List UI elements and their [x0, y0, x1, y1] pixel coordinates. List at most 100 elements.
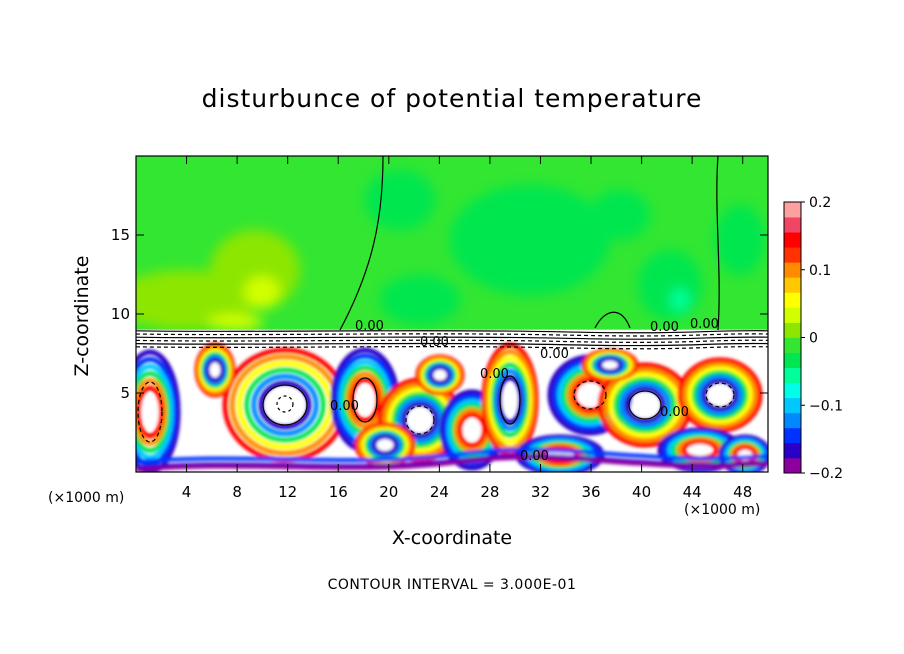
eddy-band — [682, 361, 758, 429]
upper-anomaly — [638, 250, 702, 320]
x-tick-label: 8 — [232, 483, 242, 501]
colorbar-segment — [784, 457, 801, 474]
eddy-band — [205, 357, 225, 383]
contour-label: 0.00 — [420, 335, 449, 350]
eddy-core — [376, 439, 394, 451]
inversion-contour — [136, 333, 768, 337]
boundary-layer-eddies — [136, 342, 768, 472]
eddy-band — [619, 381, 671, 429]
colorbar-segment — [784, 217, 801, 233]
chart-title: disturbunce of potential temperature — [201, 84, 703, 113]
eddy-band — [136, 378, 168, 446]
x-tick-label: 40 — [632, 483, 651, 501]
colorbar: −0.2 −0.1 0 0.1 0.2 — [783, 195, 843, 482]
x-tick-label: 28 — [480, 483, 499, 501]
eddy-band — [677, 357, 763, 433]
colorbar-tick-label: −0.2 — [809, 466, 843, 482]
y-axis-label: Z-coordinate — [71, 255, 93, 377]
colorbar-segment — [784, 427, 801, 444]
colorbar-segment — [784, 262, 801, 278]
colorbar-tick-label: −0.1 — [809, 398, 843, 414]
x-tick-label: 4 — [182, 483, 192, 501]
contour-label: 0.00 — [480, 367, 509, 382]
eddy-band — [597, 356, 623, 374]
contour-label: 0.00 — [660, 405, 689, 420]
x-tick-label: 24 — [430, 483, 449, 501]
eddy-band — [687, 365, 753, 425]
eddy-contour — [262, 384, 308, 426]
colorbar-tick-label: 0 — [809, 331, 818, 347]
eddy-core — [578, 383, 602, 407]
x-axis-label-text: X-coordinate — [391, 527, 513, 549]
eddy-band — [136, 363, 174, 461]
contour-label: 0.00 — [540, 347, 569, 362]
eddy-core — [408, 408, 432, 432]
upper-anomaly — [670, 288, 690, 312]
eddy-band — [613, 376, 677, 434]
eddy-band — [371, 434, 399, 456]
upper-anomaly — [715, 205, 765, 275]
eddy-band — [349, 377, 381, 423]
x-tick-label: 16 — [329, 483, 348, 501]
colorbar-tick-label: 0.2 — [809, 195, 831, 211]
x-unit-label-right: (×1000 m) — [684, 502, 761, 518]
upper-anomaly — [450, 185, 610, 295]
contour-label: 0.00 — [520, 449, 549, 464]
eddy-contour — [137, 381, 163, 443]
eddy-band — [457, 412, 487, 448]
eddy-core — [141, 394, 159, 430]
inversion-contour — [136, 342, 768, 347]
eddy-band — [487, 355, 533, 445]
eddy-band — [490, 362, 530, 438]
eddy-core — [502, 383, 518, 417]
colorbar-segment — [784, 292, 801, 308]
eddy-core — [631, 393, 659, 417]
contour-label: 0.00 — [355, 319, 384, 334]
colorbar-segment — [784, 277, 801, 293]
eddy-contour — [405, 405, 435, 435]
contour-label: 0.00 — [330, 399, 359, 414]
colorbar-segment — [784, 442, 801, 459]
inversion-contour — [136, 339, 768, 343]
eddy-contour — [628, 390, 662, 420]
x-unit-label-left: (×1000 m) — [48, 490, 125, 506]
eddy-band — [236, 360, 334, 450]
colorbar-segment — [784, 337, 801, 353]
zero-contour — [339, 156, 384, 331]
colorbar-segment — [784, 352, 801, 369]
eddy-contour — [573, 380, 607, 410]
potential-temperature-field — [136, 156, 768, 472]
eddy-band — [701, 378, 739, 412]
eddy-core — [708, 384, 732, 406]
eddy-contour — [352, 377, 378, 423]
x-tick-label: 44 — [683, 483, 702, 501]
y-tick-label: 15 — [111, 226, 130, 244]
eddy-core — [355, 385, 375, 415]
eddy-core — [433, 369, 447, 381]
x-tick-label: 20 — [379, 483, 398, 501]
upper-anomaly — [590, 190, 650, 240]
x-tick-label: 36 — [581, 483, 600, 501]
colorbar-tick-label: 0.1 — [809, 263, 831, 279]
inversion-contour — [136, 336, 768, 340]
x-tick-label: 12 — [278, 483, 297, 501]
eddy-core — [688, 444, 712, 456]
inversion-contour — [136, 346, 768, 350]
bottom-band — [136, 447, 768, 464]
upper-anomaly — [244, 276, 280, 308]
contour-lines: 0.00 0.00 0.00 0.00 0.00 0.00 0.00 0.00 0.00 — [136, 156, 768, 464]
y-tick-label: 10 — [111, 305, 130, 323]
eddy-contour — [705, 382, 735, 408]
contour-label: 0.00 — [690, 317, 719, 332]
eddy-band — [258, 380, 312, 430]
zero-contour — [594, 311, 631, 329]
eddy-contour — [276, 395, 294, 413]
zero-contour — [716, 156, 720, 331]
eddy-band — [428, 365, 452, 385]
colorbar-segment — [784, 322, 801, 338]
bottom-band — [136, 455, 768, 472]
eddy-band — [624, 386, 666, 424]
